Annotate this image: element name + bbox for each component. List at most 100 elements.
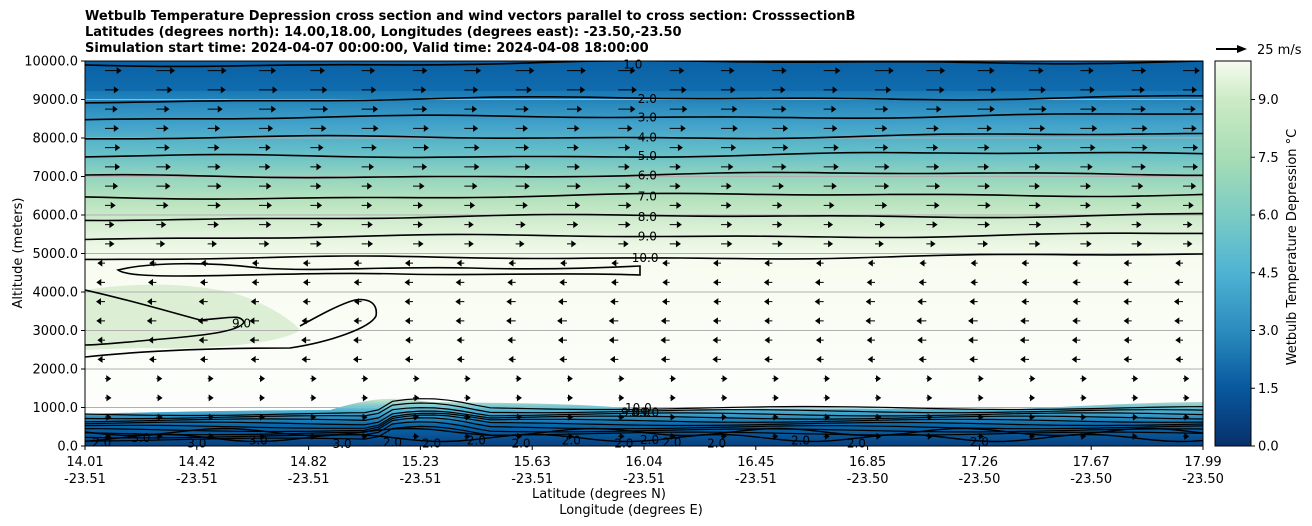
wind-vector-head: [1036, 221, 1042, 229]
wind-vector-head: [867, 259, 873, 267]
wind-vector-head: [318, 144, 324, 152]
colorbar-tick-label: 6.0: [1258, 209, 1279, 224]
wind-vector-head: [362, 413, 368, 421]
wind-vector-head: [1020, 317, 1026, 325]
y-tick-label: 10000.0: [24, 55, 78, 70]
x-tick-label-lat: 16.85: [849, 455, 886, 470]
wind-vector-head: [525, 163, 531, 171]
wind-vector-head: [1136, 221, 1142, 229]
contour-line: [85, 192, 1203, 200]
wind-vector-head: [213, 221, 219, 229]
wind-vector-head: [580, 86, 586, 94]
wind-vector-head: [164, 105, 170, 113]
wind-vector-head: [865, 317, 871, 325]
wind-vector-head: [1035, 201, 1041, 209]
wind-vector-head: [362, 394, 368, 402]
wind-vector-head: [1071, 355, 1077, 363]
wind-vector-head: [831, 105, 837, 113]
wind-vector-head: [97, 336, 103, 344]
colorbar-label: Wetbulb Temperature Depression °C: [1285, 129, 1300, 366]
wind-vector-head: [721, 413, 727, 421]
y-tick-label: 9000.0: [33, 93, 79, 108]
wind-vector-head: [722, 375, 728, 383]
title-line-3: Simulation start time: 2024-04-07 00:00:…: [85, 41, 649, 56]
wind-vector-head: [970, 259, 976, 267]
wind-vector-head: [619, 413, 625, 421]
wind-vector-head: [1190, 105, 1196, 113]
wind-vector-head: [675, 182, 681, 190]
wind-vector-head: [828, 221, 834, 229]
wind-vector-head: [249, 317, 255, 325]
x-tick-label-lat: 16.45: [737, 455, 774, 470]
wind-vector-head: [1123, 278, 1129, 286]
wind-vector-head: [301, 355, 307, 363]
wind-vector-head: [1072, 278, 1078, 286]
wind-vector-head: [936, 105, 942, 113]
contour-label: 2.0: [511, 436, 530, 450]
wind-vector-head: [367, 182, 373, 190]
contour-label: 2.0: [383, 436, 402, 450]
wind-vector-head: [989, 67, 995, 75]
wind-vector-head: [983, 240, 989, 248]
wind-vector-head: [526, 86, 532, 94]
wind-vector-head: [968, 317, 974, 325]
wind-vector-head: [1087, 163, 1093, 171]
colorbar-tick-label: 3.0: [1258, 324, 1279, 339]
wind-vector-head: [149, 259, 155, 267]
contour-label: 2.0: [562, 434, 581, 448]
wind-vector-head: [373, 124, 379, 132]
x-tick-label-lat: 17.26: [961, 455, 998, 470]
wind-vector-head: [506, 317, 512, 325]
wind-vector-head: [882, 201, 888, 209]
wind-vector-head: [778, 182, 784, 190]
wind-vector-head: [1086, 221, 1092, 229]
wind-vector-head: [414, 413, 420, 421]
wind-vector-head: [1030, 375, 1036, 383]
wind-vector-head: [835, 67, 841, 75]
wind-vector-head: [96, 278, 102, 286]
wind-vector-head: [311, 394, 317, 402]
wind-vector-head: [208, 375, 214, 383]
contour-label: 9.0: [621, 406, 640, 420]
contour-lines: [85, 61, 1203, 443]
wind-vector-head: [764, 259, 770, 267]
wind-vector-head: [730, 86, 736, 94]
wind-vector-head: [773, 394, 779, 402]
wind-vector-head: [1081, 394, 1087, 402]
wind-vector-head: [1140, 163, 1146, 171]
wind-vector-head: [777, 221, 783, 229]
wind-vector-head: [783, 124, 789, 132]
wind-vector-head: [474, 163, 480, 171]
wind-vector-head: [1123, 259, 1129, 267]
wind-vector-head: [302, 278, 308, 286]
wind-vector-head: [676, 221, 682, 229]
x-tick-label-lon: -23.51: [64, 472, 106, 487]
wind-vector-head: [321, 124, 327, 132]
wind-vector-head: [1123, 317, 1129, 325]
wind-vector-head: [353, 355, 359, 363]
wind-vector-head: [875, 375, 881, 383]
wind-vector-head: [580, 67, 586, 75]
wind-vector-head: [619, 394, 625, 402]
wind-vector-head: [677, 144, 683, 152]
wind-vector-head: [1184, 394, 1190, 402]
wind-vector-head: [115, 163, 121, 171]
contour-line: [85, 253, 1203, 261]
wind-vector-head: [266, 182, 272, 190]
wind-vector-head: [1038, 67, 1044, 75]
wind-vector-head: [252, 259, 258, 267]
wind-vector-head: [660, 336, 666, 344]
wind-vector-head: [149, 355, 155, 363]
wind-vector-head: [978, 413, 984, 421]
wind-vector-head: [1191, 86, 1197, 94]
contour-line: [85, 398, 1203, 417]
contour-label: 3.0: [131, 431, 150, 445]
wind-vector-head: [763, 278, 769, 286]
wind-vector-head: [316, 163, 322, 171]
wind-vector-head: [557, 317, 563, 325]
wind-vector-head: [404, 298, 410, 306]
wind-vector-head: [1035, 240, 1041, 248]
y-axis: 0.0 1000.0 2000.0 3000.0 4000.0 5000.0 6000.0 7…: [24, 55, 85, 455]
wind-vector-head: [625, 182, 631, 190]
wind-vector-head: [619, 375, 625, 383]
